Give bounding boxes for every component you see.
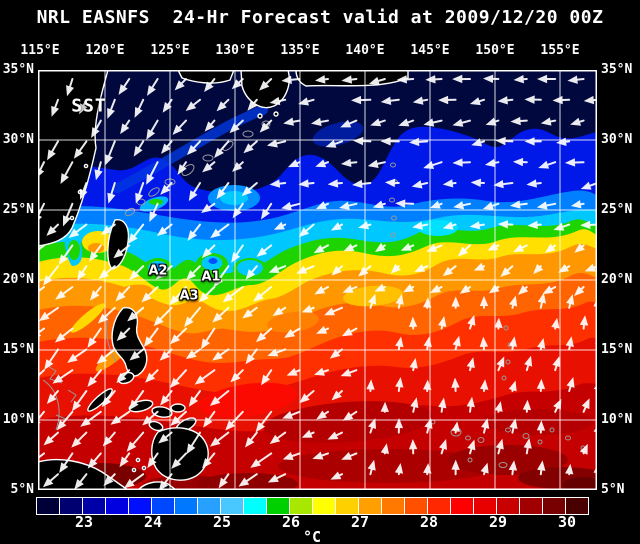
lon-label: 140°E bbox=[345, 43, 385, 58]
lon-label: 115°E bbox=[20, 43, 60, 58]
lat-label: 20°N bbox=[2, 272, 34, 287]
colorbar-segment bbox=[381, 497, 405, 515]
lat-label: 15°N bbox=[2, 342, 34, 357]
lat-label: 30°N bbox=[2, 132, 34, 147]
lat-label: 30°N bbox=[601, 132, 633, 147]
colorbar-tick-label: 27 bbox=[350, 513, 370, 531]
map-area: SST A1 A2 A3 bbox=[38, 70, 597, 490]
colorbar-segment bbox=[519, 497, 543, 515]
land-sulawesi bbox=[137, 481, 178, 490]
lat-label: 10°N bbox=[2, 412, 34, 427]
colorbar-segment bbox=[36, 497, 60, 515]
annotation-a1: A1 bbox=[201, 269, 221, 285]
lon-label: 150°E bbox=[475, 43, 515, 58]
colorbar-segment bbox=[450, 497, 474, 515]
colorbar-segment bbox=[174, 497, 198, 515]
colorbar-tick-label: 23 bbox=[74, 513, 94, 531]
colorbar-unit-label: °C bbox=[302, 528, 322, 544]
lon-label: 135°E bbox=[280, 43, 320, 58]
colorbar-tick-label: 24 bbox=[143, 513, 163, 531]
lat-label: 35°N bbox=[601, 62, 633, 77]
colorbar-tick-label: 28 bbox=[419, 513, 439, 531]
land-mindanao bbox=[151, 427, 209, 481]
colorbar-segment bbox=[243, 497, 267, 515]
lat-label: 5°N bbox=[601, 482, 625, 497]
warm-dark-patches bbox=[50, 401, 597, 490]
lat-label: 15°N bbox=[601, 342, 633, 357]
lon-label: 155°E bbox=[540, 43, 580, 58]
colorbar-tick-label: 26 bbox=[281, 513, 301, 531]
land-china bbox=[38, 70, 109, 247]
colorbar-segment bbox=[105, 497, 129, 515]
annotation-a2: A2 bbox=[148, 263, 168, 279]
map-border bbox=[38, 70, 597, 490]
lat-label: 25°N bbox=[2, 202, 34, 217]
wind-vector-arrows bbox=[38, 74, 597, 490]
sst-field-map bbox=[38, 70, 597, 490]
colorbar bbox=[36, 497, 589, 515]
annotation-a3: A3 bbox=[179, 288, 199, 304]
lat-label: 10°N bbox=[601, 412, 633, 427]
colorbar-tick-label: 25 bbox=[212, 513, 232, 531]
lat-label: 35°N bbox=[2, 62, 34, 77]
lat-label: 20°N bbox=[601, 272, 633, 287]
colorbar-segment bbox=[312, 497, 336, 515]
colorbar-tick-label: 30 bbox=[557, 513, 577, 531]
field-label: SST bbox=[71, 95, 107, 117]
lon-label: 145°E bbox=[410, 43, 450, 58]
colorbar-tick-label: 29 bbox=[488, 513, 508, 531]
eddy-features bbox=[64, 105, 458, 418]
land-luzon bbox=[111, 307, 148, 377]
land-taiwan bbox=[107, 219, 130, 270]
plot-title: NRL EASNFS 24-Hr Forecast valid at 2009/… bbox=[36, 7, 604, 28]
lat-label: 25°N bbox=[601, 202, 633, 217]
lon-label: 125°E bbox=[150, 43, 190, 58]
lon-label: 130°E bbox=[215, 43, 255, 58]
lon-label: 120°E bbox=[85, 43, 125, 58]
colorbar-segment bbox=[565, 497, 589, 515]
lat-label: 5°N bbox=[10, 482, 34, 497]
